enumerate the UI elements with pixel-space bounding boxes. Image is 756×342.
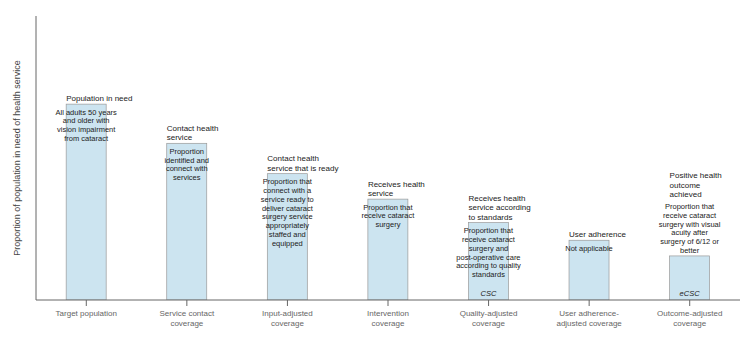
svg-text:Proportion thatreceive catarac: Proportion thatreceive cataractsurgery a…	[456, 226, 521, 279]
svg-text:Service contactcoverage: Service contactcoverage	[160, 309, 215, 328]
svg-text:User adherence-adjusted covera: User adherence-adjusted coverage	[556, 309, 622, 328]
svg-text:Contact healthservice that is: Contact healthservice that is ready	[267, 154, 338, 173]
svg-text:Not applicable: Not applicable	[565, 244, 613, 253]
svg-text:CSC: CSC	[481, 289, 497, 298]
svg-text:User adherence: User adherence	[569, 230, 626, 239]
svg-text:Proportion thatconnect with as: Proportion thatconnect with aservice rea…	[261, 177, 314, 248]
svg-text:Receives healthservice accordi: Receives healthservice accordingto stand…	[468, 194, 530, 222]
svg-text:Quality-adjustedcoverage: Quality-adjustedcoverage	[460, 309, 518, 328]
svg-text:Population in need: Population in need	[66, 94, 132, 103]
svg-text:Receives healthservice: Receives healthservice	[368, 180, 425, 199]
svg-text:Input-adjustedcoverage: Input-adjustedcoverage	[262, 309, 313, 328]
svg-text:All adults 50 yearsand older w: All adults 50 yearsand older withvision …	[56, 108, 118, 143]
svg-text:Proportion of population in ne: Proportion of population in need of heal…	[12, 60, 22, 256]
svg-text:Outcome-adjustedcoverage: Outcome-adjustedcoverage	[657, 309, 722, 328]
svg-text:Interventioncoverage: Interventioncoverage	[367, 309, 409, 328]
svg-text:Proportion thatreceive catarac: Proportion thatreceive cataractsurgery w…	[659, 202, 721, 255]
svg-text:Contact healthservice: Contact healthservice	[167, 124, 219, 143]
svg-text:Proportion thatreceive catarac: Proportion thatreceive cataractsurgery	[361, 203, 415, 230]
svg-text:Positive healthoutcomeachieved: Positive healthoutcomeachieved	[670, 171, 722, 199]
svg-text:Target population: Target population	[56, 309, 117, 318]
svg-text:eCSC: eCSC	[680, 289, 701, 298]
svg-text:Proportionidentified andconnec: Proportionidentified andconnect withserv…	[164, 147, 209, 182]
